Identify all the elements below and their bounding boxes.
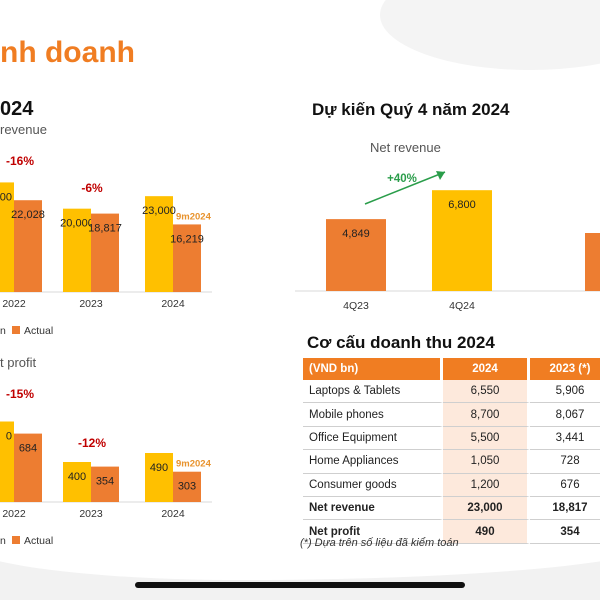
table-row-net-revenue: Net revenue 23,000 18,817 <box>303 496 600 521</box>
table-cell: 728 <box>530 450 600 474</box>
data-label: 18,817 <box>88 223 122 235</box>
actual-bar <box>173 224 201 292</box>
actual-bar <box>91 466 119 502</box>
growth-annotation: +40% <box>387 173 417 185</box>
actual-bar <box>173 471 201 502</box>
table-header-cell: 2023 (*) <box>530 358 600 380</box>
profit-chart: 0 684 2022 -15% 400 354 2023 -12% 490 303 2024 9m20… <box>0 387 212 547</box>
q4-chart-title: Net revenue <box>370 140 441 155</box>
table-cell: 23,000 <box>443 496 530 521</box>
table-header-cell: (VND bn) <box>303 358 443 380</box>
table-cell: 8,067 <box>530 403 600 427</box>
change-annotation: -12% <box>78 436 106 450</box>
x-tick-label: 2023 <box>79 298 103 310</box>
x-tick-label: 4Q24 <box>449 300 475 312</box>
table-cell: 18,817 <box>530 497 600 521</box>
table-cell: Net revenue <box>303 496 443 521</box>
plan-bar <box>63 208 91 292</box>
home-indicator[interactable] <box>135 582 465 588</box>
table-cell: 5,500 <box>443 426 530 451</box>
net-revenue-bar <box>326 219 386 291</box>
growth-arrow-line <box>364 171 446 205</box>
data-label: 684 <box>19 443 37 455</box>
x-tick-label: 2024 <box>161 508 185 520</box>
table-cell: 3,441 <box>530 427 600 451</box>
table-cell: 676 <box>530 474 600 497</box>
x-tick-label: 2024 <box>161 298 185 310</box>
x-tick-label: 2022 <box>2 298 26 310</box>
data-label: 490 <box>150 462 168 474</box>
data-label: 0 <box>6 431 12 443</box>
table-cell: 354 <box>530 520 600 544</box>
data-label: 354 <box>96 476 114 488</box>
legend-swatch <box>12 536 20 544</box>
net-revenue-bar <box>432 190 492 291</box>
x-tick-label: 2022 <box>2 508 26 520</box>
data-label: 20,000 <box>60 218 94 230</box>
table-cell: Net profit <box>303 520 443 544</box>
actual-bar <box>14 433 42 502</box>
change-annotation: -15% <box>6 387 34 401</box>
legend-label: Actual <box>24 535 53 547</box>
table-header-cell: 2024 <box>443 358 530 380</box>
x-tick-label: 4Q23 <box>343 300 369 312</box>
revenue-structure-table: (VND bn) 2024 2023 (*) Laptops & Tablets… <box>303 358 600 544</box>
profit-chart-title: t profit <box>0 355 37 370</box>
revenue-chart-title: revenue <box>0 122 47 137</box>
change-annotation: -6% <box>81 181 103 195</box>
data-label: 4,849 <box>342 228 370 240</box>
table-header-row: (VND bn) 2024 2023 (*) <box>303 358 600 380</box>
partial-bar <box>585 233 600 291</box>
legend-label: n <box>0 325 6 337</box>
table-cell: Consumer goods <box>303 473 443 497</box>
table-row: Home Appliances 1,050 728 <box>303 450 600 474</box>
table-cell: Mobile phones <box>303 403 443 427</box>
table-cell: Laptops & Tablets <box>303 380 443 404</box>
plan-bar <box>0 421 14 502</box>
data-label: 6,800 <box>448 199 476 211</box>
growth-arrow-head <box>436 171 445 180</box>
table-cell: 1,200 <box>443 473 530 497</box>
data-label: 300 <box>0 191 12 203</box>
page-title: nh doanh <box>0 36 135 69</box>
data-label: 400 <box>68 471 86 483</box>
legend-label: Actual <box>24 325 53 337</box>
table-cell: 8,700 <box>443 403 530 427</box>
legend-label: n <box>0 535 6 547</box>
legend-swatch <box>12 326 20 334</box>
table-cell: Home Appliances <box>303 450 443 474</box>
x-tick-label: 2023 <box>79 508 103 520</box>
table-row-net-profit: Net profit 490 354 <box>303 520 600 544</box>
plan-bar <box>145 453 173 502</box>
plan-bar <box>0 182 14 292</box>
right-section-title: Dự kiến Quý 4 năm 2024 <box>312 100 510 119</box>
data-label: 303 <box>178 481 196 493</box>
table-row: Office Equipment 5,500 3,441 <box>303 426 600 451</box>
table-footnote: (*) Dựa trên số liệu đã kiểm toán <box>300 537 459 549</box>
table-cell: 490 <box>443 520 530 544</box>
table-cell: 1,050 <box>443 450 530 474</box>
plan-bar <box>145 196 173 292</box>
data-label: 16,219 <box>170 233 204 245</box>
data-label: 22,028 <box>11 209 45 221</box>
data-label: 23,000 <box>142 205 176 217</box>
table-cell: 6,550 <box>443 380 530 404</box>
table-row: Laptops & Tablets 6,550 5,906 <box>303 380 600 404</box>
plan-bar <box>63 462 91 502</box>
table-title: Cơ cấu doanh thu 2024 <box>307 333 495 352</box>
actual-bar <box>91 213 119 292</box>
left-section-title: 024 <box>0 98 34 120</box>
table-row: Consumer goods 1,200 676 <box>303 473 600 497</box>
period-annotation: 9m2024 <box>176 459 212 470</box>
period-annotation: 9m2024 <box>176 211 212 222</box>
q4-net-revenue-chart: 4,849 4Q23 6,800 4Q24 +40% <box>295 171 600 312</box>
table-cell: Office Equipment <box>303 426 443 451</box>
actual-bar <box>14 200 42 292</box>
table-cell: 5,906 <box>530 380 600 404</box>
table-row: Mobile phones 8,700 8,067 <box>303 403 600 427</box>
change-annotation: -16% <box>6 154 34 168</box>
